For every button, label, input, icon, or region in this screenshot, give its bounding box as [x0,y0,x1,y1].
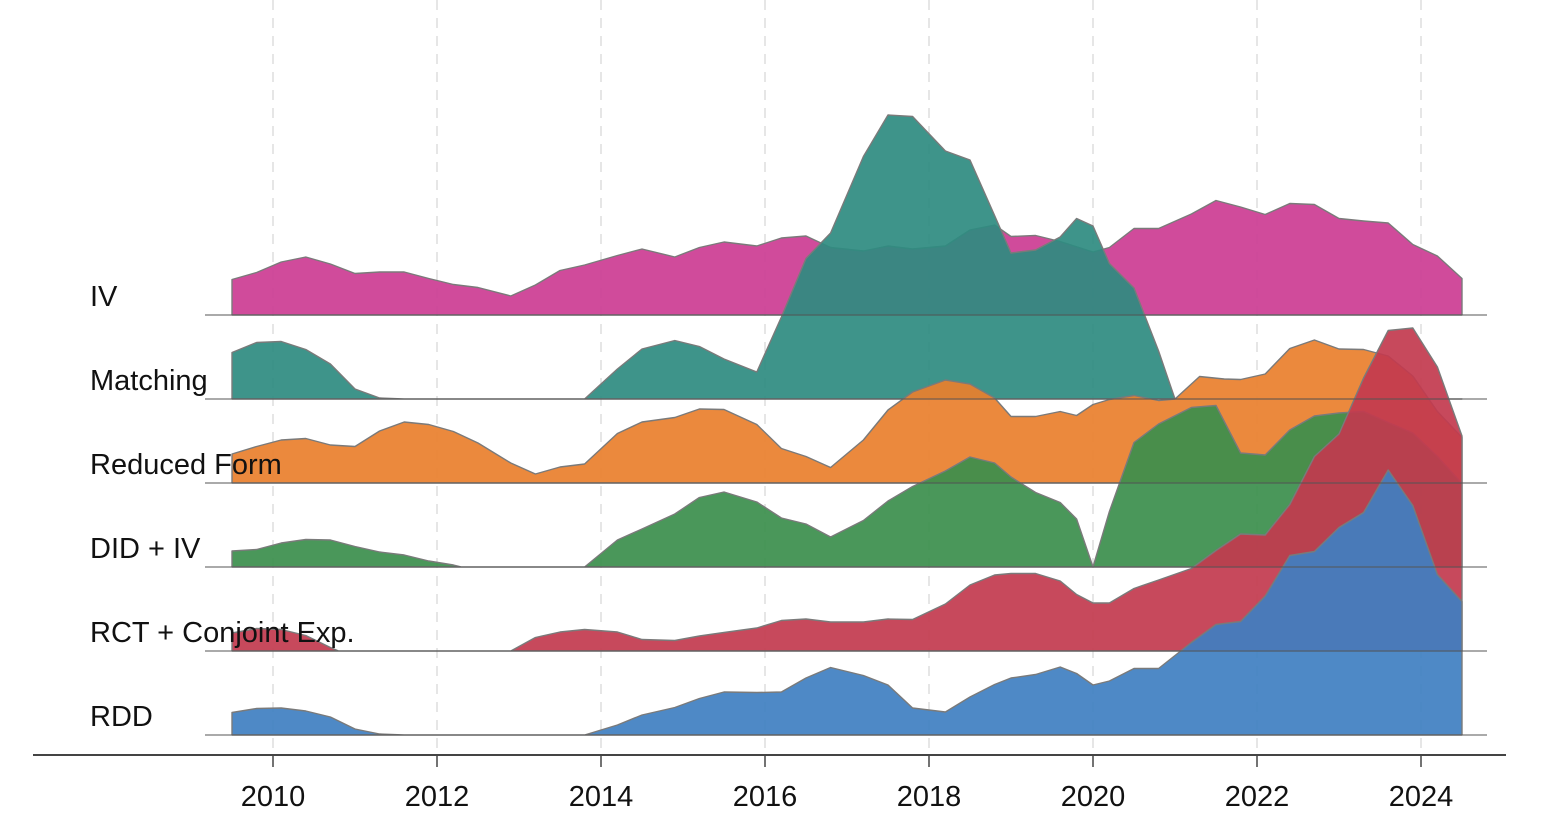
row-label-rct-conjoint-exp: RCT + Conjoint Exp. [90,617,355,649]
tick-label-2012: 2012 [405,781,470,813]
row-label-matching: Matching [90,365,208,397]
area-matching [231,114,1463,400]
area-did-iv [231,404,1463,568]
tick-label-2018: 2018 [897,781,962,813]
tick-label-2020: 2020 [1061,781,1126,813]
x-axis-ticks: 2010 2012 2014 2016 2018 2020 2022 2024 [241,755,1454,813]
row-label-rdd: RDD [90,701,153,733]
ridge-areas [231,114,1463,736]
tick-label-2016: 2016 [733,781,798,813]
row-label-did-iv: DID + IV [90,533,201,565]
tick-label-2014: 2014 [569,781,634,813]
row-label-iv: IV [90,281,118,313]
row-labels: IV Matching Reduced Form DID + IV RCT + Conj… [90,281,355,733]
ridge-baselines [205,314,1487,736]
tick-label-2010: 2010 [241,781,306,813]
tick-label-2022: 2022 [1225,781,1290,813]
tick-label-2024: 2024 [1389,781,1454,813]
row-label-reduced-form: Reduced Form [90,449,282,481]
